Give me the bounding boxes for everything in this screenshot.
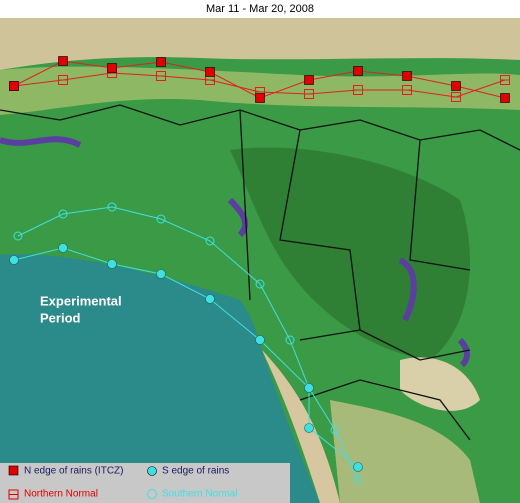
- s-normal-marker: [58, 209, 68, 219]
- n-edge-marker: [205, 67, 215, 77]
- n-edge-marker: [255, 93, 265, 103]
- legend-symbol: [147, 489, 157, 499]
- s-normal-marker: [285, 335, 295, 345]
- s-normal-marker: [353, 475, 363, 485]
- s-normal-marker: [107, 202, 117, 212]
- rain-lines: [9, 56, 510, 485]
- legend-box: [0, 463, 290, 503]
- sahel-dry: [0, 18, 520, 70]
- s-edge-marker: [205, 294, 215, 304]
- n-edge-marker: [304, 75, 314, 85]
- s-normal-line: [17, 206, 359, 481]
- n-edge-marker: [58, 56, 68, 66]
- n-edge-marker: [353, 66, 363, 76]
- annotation: Experimental: [40, 293, 122, 308]
- kalahari: [330, 400, 480, 503]
- wet-spots: [0, 136, 470, 368]
- s-edge-marker: [304, 383, 314, 393]
- s-edge-marker: [107, 259, 117, 269]
- sahel-green: [0, 66, 520, 115]
- legend-label: Southern Normal: [162, 489, 238, 500]
- n-edge-marker: [451, 81, 461, 91]
- legend-symbol: [147, 466, 157, 476]
- legend-symbol: [8, 465, 19, 476]
- s-normal-marker: [13, 231, 23, 241]
- s-edge-marker: [9, 255, 19, 265]
- annotation: Period: [40, 310, 81, 325]
- s-edge-marker: [353, 462, 363, 472]
- s-edge-marker: [255, 335, 265, 345]
- map-title: Mar 11 - Mar 20, 2008: [206, 3, 314, 15]
- borders: [0, 104, 520, 441]
- s-edge-marker: [304, 423, 314, 433]
- dry-patch: [400, 357, 480, 411]
- s-normal-marker: [156, 214, 166, 224]
- s-edge-marker: [58, 243, 68, 253]
- legend-label: N edge of rains (ITCZ): [24, 466, 123, 477]
- s-normal-marker: [330, 425, 340, 435]
- s-edge-marker: [156, 269, 166, 279]
- title-band: [0, 0, 520, 18]
- legend: N edge of rains (ITCZ) S edge of rains N…: [0, 463, 290, 503]
- n-edge-marker: [107, 63, 117, 73]
- map-area: [0, 18, 520, 503]
- n-edge-marker: [402, 71, 412, 81]
- n-edge-marker: [9, 81, 19, 91]
- n-edge-marker: [156, 57, 166, 67]
- legend-label: S edge of rains: [162, 466, 229, 477]
- namib: [262, 350, 340, 503]
- n-edge-marker: [500, 93, 510, 103]
- s-normal-marker: [255, 279, 265, 289]
- s-normal-marker: [205, 236, 215, 246]
- legend-label: Northern Normal: [24, 489, 98, 500]
- ocean: [0, 254, 320, 503]
